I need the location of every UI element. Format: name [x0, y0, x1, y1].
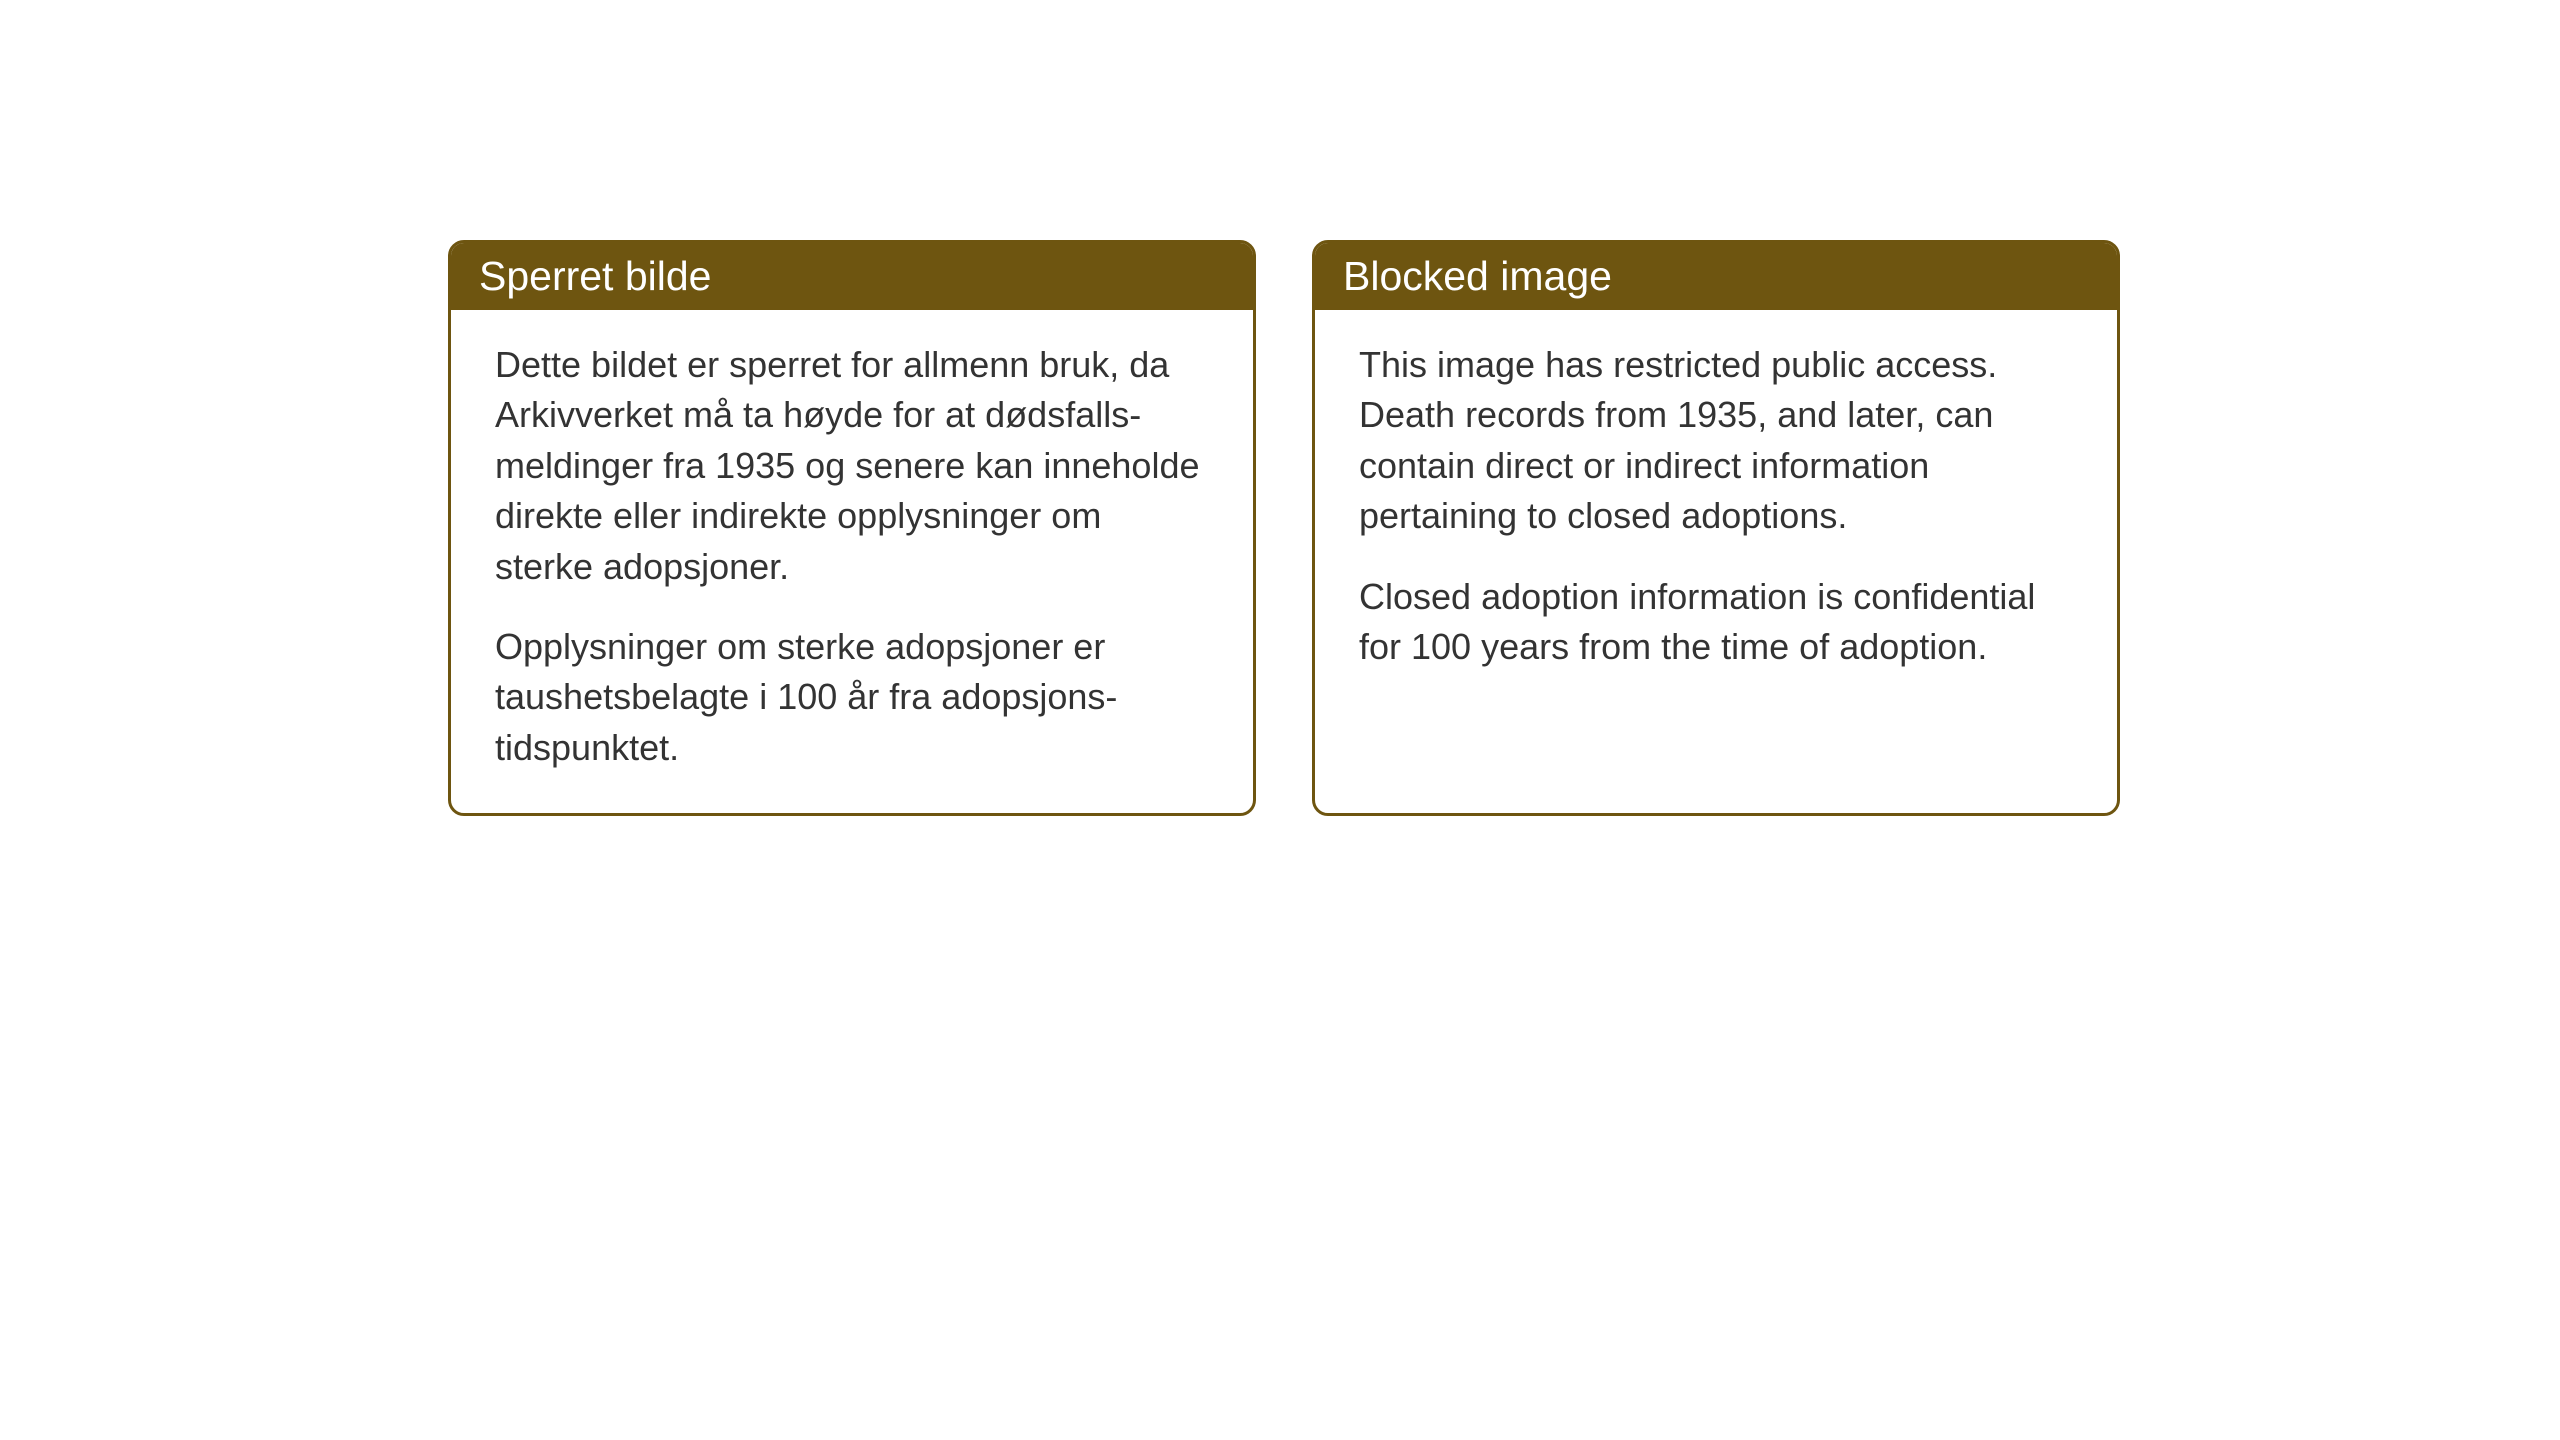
- english-card-body: This image has restricted public access.…: [1315, 310, 2117, 712]
- norwegian-notice-card: Sperret bilde Dette bildet er sperret fo…: [448, 240, 1256, 816]
- english-card-title: Blocked image: [1343, 253, 1612, 299]
- english-para-1: This image has restricted public access.…: [1359, 340, 2073, 542]
- norwegian-para-2: Opplysninger om sterke adopsjoner er tau…: [495, 622, 1209, 773]
- norwegian-card-title: Sperret bilde: [479, 253, 711, 299]
- norwegian-card-header: Sperret bilde: [451, 243, 1253, 310]
- notice-cards-container: Sperret bilde Dette bildet er sperret fo…: [448, 240, 2120, 816]
- english-card-header: Blocked image: [1315, 243, 2117, 310]
- english-para-2: Closed adoption information is confident…: [1359, 572, 2073, 673]
- norwegian-card-body: Dette bildet er sperret for allmenn bruk…: [451, 310, 1253, 813]
- english-notice-card: Blocked image This image has restricted …: [1312, 240, 2120, 816]
- norwegian-para-1: Dette bildet er sperret for allmenn bruk…: [495, 340, 1209, 592]
